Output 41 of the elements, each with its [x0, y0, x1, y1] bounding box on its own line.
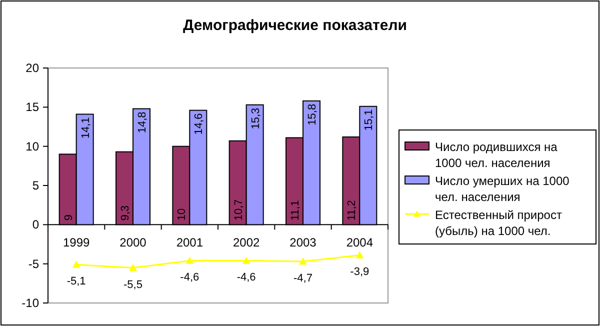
x-tick-label: 2003	[290, 236, 317, 250]
x-tick-label: 2000	[120, 236, 147, 250]
y-tick-label: 5	[32, 178, 40, 192]
data-label: 11,2	[346, 200, 358, 221]
data-label: 11,1	[290, 200, 302, 221]
y-tick-label: 20	[26, 61, 40, 75]
x-tick-label: 2001	[176, 236, 204, 250]
data-label: 9,3	[120, 205, 132, 221]
y-tick-label: -10	[22, 296, 40, 310]
legend-label: Естественный прирост (убыль) на 1000 чел.	[435, 208, 562, 238]
data-label: -5,1	[66, 276, 86, 288]
data-label: -4,6	[180, 272, 200, 284]
data-label: -4,6	[236, 272, 256, 284]
data-label: 10,7	[232, 199, 245, 221]
data-label: 15,1	[363, 109, 376, 131]
x-tick-label: 1999	[62, 236, 90, 250]
data-label: 15,8	[306, 104, 318, 126]
chart-title: Демографические показатели	[183, 17, 407, 34]
data-label: 14,1	[80, 117, 92, 139]
data-label: -5,5	[124, 278, 142, 291]
y-tick-label: 0	[32, 218, 40, 232]
x-tick-label: 2002	[232, 236, 260, 250]
point	[242, 256, 250, 264]
y-tick-label: 15	[26, 100, 40, 114]
y-tick-label: -5	[28, 256, 40, 271]
data-label: -4,7	[294, 272, 312, 284]
point	[129, 264, 137, 271]
data-label: 9	[62, 214, 75, 221]
point	[186, 256, 194, 264]
data-label: -3,9	[350, 266, 370, 278]
x-tick-label: 2004	[346, 236, 374, 250]
legend-label: Число родившихся на 1000 чел. населения	[435, 140, 558, 170]
point	[356, 251, 364, 258]
data-label: 14,8	[136, 112, 148, 134]
y-tick-label: 10	[26, 139, 40, 154]
data-label: 14,6	[193, 113, 206, 135]
data-label: 10	[176, 208, 188, 221]
point	[299, 257, 307, 265]
data-label: 15,3	[250, 108, 262, 130]
point	[72, 260, 80, 268]
legend-label: Число умерших на 1000 чел. населения	[435, 174, 570, 204]
